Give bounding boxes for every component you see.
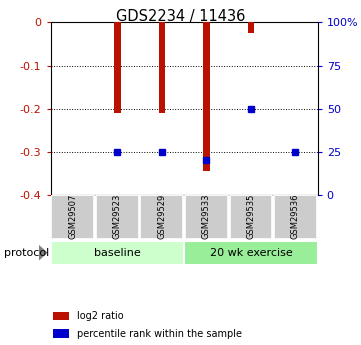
Text: GSM29523: GSM29523 xyxy=(113,194,122,239)
Bar xyxy=(51,241,184,265)
Bar xyxy=(274,195,317,239)
Text: GDS2234 / 11436: GDS2234 / 11436 xyxy=(116,9,245,23)
Text: baseline: baseline xyxy=(94,248,141,258)
Text: GSM29536: GSM29536 xyxy=(291,194,300,239)
Bar xyxy=(158,22,165,113)
Bar xyxy=(185,195,228,239)
Bar xyxy=(53,329,69,338)
Bar xyxy=(114,22,121,113)
Text: GSM29507: GSM29507 xyxy=(68,194,77,239)
Text: 20 wk exercise: 20 wk exercise xyxy=(209,248,292,258)
Text: protocol: protocol xyxy=(4,248,49,258)
Bar xyxy=(51,195,94,239)
Text: log2 ratio: log2 ratio xyxy=(77,311,124,321)
Bar xyxy=(96,195,139,239)
Polygon shape xyxy=(39,245,48,260)
Text: GSM29535: GSM29535 xyxy=(247,194,255,239)
Bar xyxy=(248,22,254,33)
Text: GSM29533: GSM29533 xyxy=(202,194,211,239)
Bar xyxy=(140,195,183,239)
Bar xyxy=(203,22,210,171)
Bar xyxy=(53,312,69,320)
Bar xyxy=(184,241,318,265)
Text: GSM29529: GSM29529 xyxy=(157,194,166,239)
Text: percentile rank within the sample: percentile rank within the sample xyxy=(77,329,242,339)
Bar xyxy=(230,195,272,239)
